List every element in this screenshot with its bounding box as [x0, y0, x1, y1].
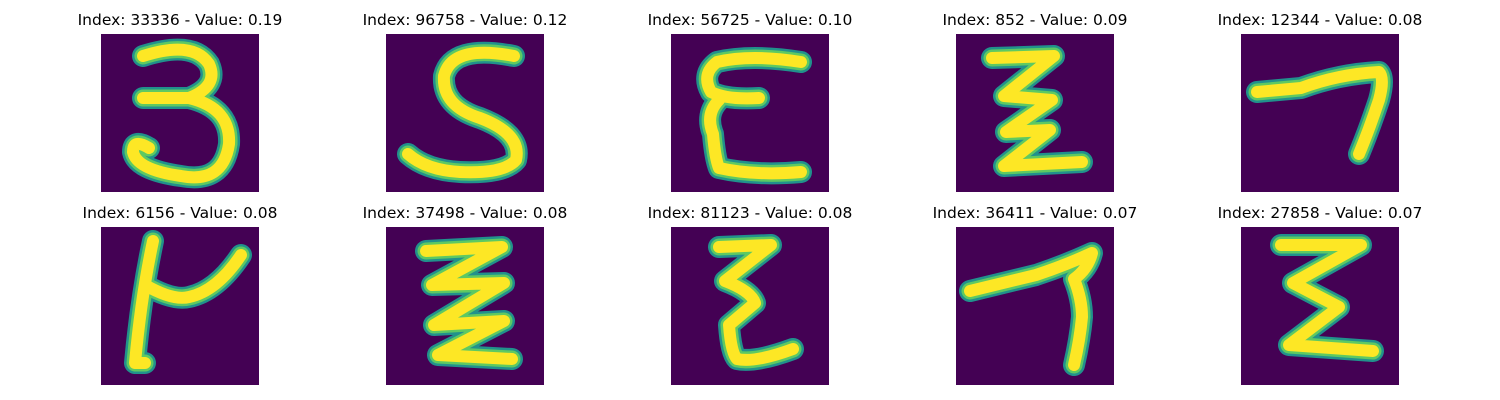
panel-2: Index: 96758 - Value: 0.12	[315, 0, 615, 192]
panel-title: Index: 852 - Value: 0.09	[942, 11, 1128, 29]
panel-title: Index: 12344 - Value: 0.08	[1217, 11, 1423, 29]
panel-4: Index: 852 - Value: 0.09	[885, 0, 1185, 192]
panel-title: Index: 33336 - Value: 0.19	[77, 11, 283, 29]
panel-8: Index: 81123 - Value: 0.08	[600, 193, 900, 385]
digit-image	[671, 227, 829, 385]
digit-image	[101, 227, 259, 385]
panel-6: Index: 6156 - Value: 0.08	[30, 193, 330, 385]
panel-9: Index: 36411 - Value: 0.07	[885, 193, 1185, 385]
digit-image	[1241, 34, 1399, 192]
panel-7: Index: 37498 - Value: 0.08	[315, 193, 615, 385]
panel-title: Index: 27858 - Value: 0.07	[1217, 204, 1423, 222]
digit-image	[1241, 227, 1399, 385]
digit-image	[386, 34, 544, 192]
panel-3: Index: 56725 - Value: 0.10	[600, 0, 900, 192]
panel-title: Index: 36411 - Value: 0.07	[932, 204, 1138, 222]
panel-title: Index: 96758 - Value: 0.12	[362, 11, 568, 29]
digit-image	[386, 227, 544, 385]
digit-image	[956, 227, 1114, 385]
panel-10: Index: 27858 - Value: 0.07	[1170, 193, 1470, 385]
digit-image	[101, 34, 259, 192]
panel-title: Index: 37498 - Value: 0.08	[362, 204, 568, 222]
panel-5: Index: 12344 - Value: 0.08	[1170, 0, 1470, 192]
digit-image	[671, 34, 829, 192]
panel-title: Index: 6156 - Value: 0.08	[82, 204, 278, 222]
digit-image	[956, 34, 1114, 192]
panel-1: Index: 33336 - Value: 0.19	[30, 0, 330, 192]
panel-title: Index: 81123 - Value: 0.08	[647, 204, 853, 222]
panel-title: Index: 56725 - Value: 0.10	[647, 11, 853, 29]
